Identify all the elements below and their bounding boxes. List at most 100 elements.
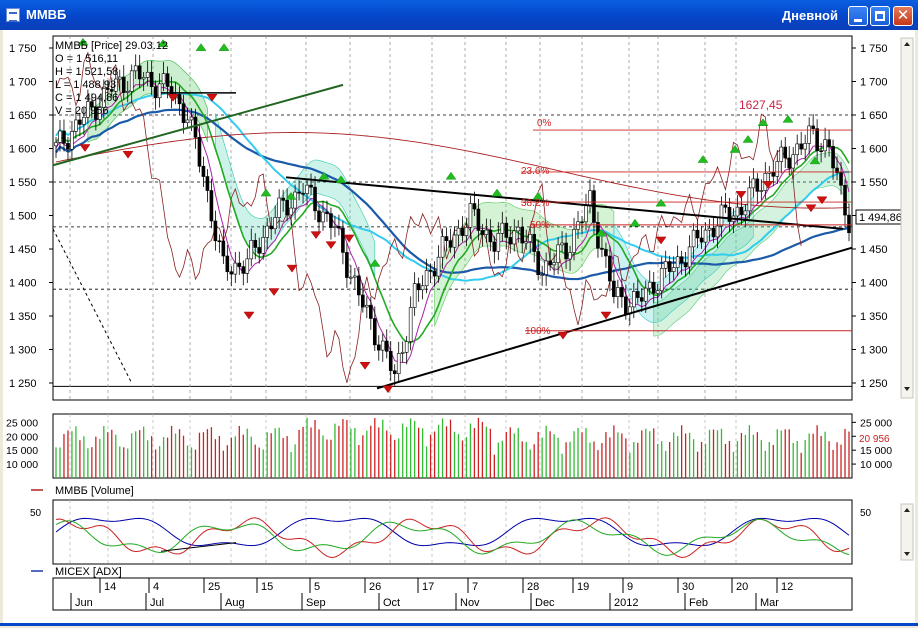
candle-down [384, 340, 389, 352]
minimize-button[interactable] [848, 6, 868, 26]
price-y-label-right: 1 400 [860, 278, 888, 290]
candle-down [345, 252, 349, 278]
candle-down [221, 240, 226, 257]
volume-last-label: 20 956 [859, 434, 890, 445]
buy-signal-arrow [729, 145, 741, 153]
sell-signal-arrow [762, 181, 774, 189]
candle-down [213, 220, 218, 242]
adx-scroll-up-icon[interactable] [904, 508, 910, 512]
scroll-down-icon[interactable] [904, 387, 910, 391]
candle-down [388, 350, 393, 372]
candle-down [237, 262, 242, 267]
candle-down [106, 88, 110, 90]
candle-up [396, 353, 401, 374]
chikou-line [55, 51, 802, 383]
price-info-line-6: V = 20 956 [55, 105, 109, 117]
candle-down [472, 203, 477, 210]
price-info-line-2: O = 1 516,11 [55, 53, 118, 65]
candle-down [604, 249, 608, 257]
candle-down [297, 191, 301, 194]
sell-signal-arrow [310, 231, 322, 240]
candle-down [612, 280, 616, 297]
maximize-icon [875, 11, 885, 21]
candle-up [691, 229, 696, 248]
dashed-trend-line [52, 228, 132, 382]
candle-up [659, 267, 664, 292]
candle-down [285, 200, 289, 216]
candle-up [540, 274, 544, 276]
candle-up [775, 161, 780, 177]
volume-y-label-right: 10 000 [860, 459, 892, 471]
adx-scrollbar[interactable] [900, 503, 914, 561]
candle-down [121, 76, 126, 93]
candle-down [109, 89, 114, 92]
volume-legend: ММВБ [Volume] [55, 485, 134, 497]
timeframe-label[interactable]: Дневной [781, 8, 838, 23]
candle-up [436, 256, 441, 277]
candle-down [635, 291, 640, 298]
candle-up [233, 262, 238, 275]
candle-up [408, 307, 413, 342]
candle-down [432, 270, 437, 277]
candle-down [683, 262, 688, 268]
candle-up [113, 78, 118, 92]
price-y-label-left: 1 700 [9, 77, 37, 89]
adx-legend: MICEX [ADX] [55, 566, 122, 578]
candle-up [552, 262, 556, 266]
candle-up [524, 241, 529, 244]
sell-signal-arrow [655, 236, 667, 245]
day-label: 17 [422, 581, 434, 593]
candle-down [341, 227, 345, 253]
signal-arrows [77, 37, 828, 394]
candle-down [337, 226, 341, 229]
sell-signal-arrow [325, 241, 337, 250]
volume-bars [55, 417, 850, 478]
candle-down [137, 65, 142, 80]
candle-down [608, 255, 612, 282]
candle-up [129, 70, 134, 92]
price-y-label-left: 1 400 [9, 278, 37, 290]
sell-signal-arrow [167, 94, 179, 102]
candle-up [333, 226, 337, 228]
sell-signal-arrow [557, 331, 569, 340]
candle-up [687, 246, 692, 268]
candle-down [448, 240, 453, 248]
candle-up [245, 258, 250, 274]
candle-down [624, 296, 628, 315]
scroll-up-icon[interactable] [904, 42, 910, 46]
candle-up [133, 65, 138, 72]
chart-app-icon[interactable] [6, 8, 20, 22]
price-y-label-right: 1 550 [860, 177, 888, 189]
candle-down [149, 71, 154, 87]
price-info-line-1: ММВБ [Price] 29.03.12 [55, 40, 168, 52]
fib-level-23: 23.6% [521, 166, 549, 177]
day-label: 5 [314, 581, 320, 593]
day-label: 14 [104, 581, 116, 593]
candle-down [620, 287, 624, 298]
candle-down [229, 271, 234, 275]
candle-down [600, 248, 604, 250]
adx-panel-frame [52, 499, 853, 565]
buy-signal-arrow [629, 218, 641, 227]
close-button[interactable]: ✕ [893, 6, 913, 26]
candle-down [819, 150, 823, 152]
month-label: Feb [689, 597, 708, 609]
sell-signal-arrow [805, 204, 817, 213]
cloud-segment-green [87, 59, 208, 143]
chart-canvas[interactable]: 1 750 1 750 1 700 1 700 1 650 1 650 1 600 1 600… [3, 30, 915, 623]
candle-down [253, 240, 258, 248]
adx-scroll-down-icon[interactable] [904, 552, 910, 556]
day-label: 26 [369, 581, 381, 593]
sell-signal-arrow [382, 385, 394, 394]
candle-up [321, 211, 325, 223]
maximize-button[interactable] [870, 6, 890, 26]
candle-down [476, 208, 481, 231]
day-label: 19 [577, 581, 589, 593]
candle-up [161, 73, 166, 85]
buy-signal-arrow [782, 114, 794, 123]
day-label: 25 [208, 581, 220, 593]
candle-down [94, 106, 98, 120]
candle-up [643, 287, 648, 302]
price-scrollbar[interactable] [900, 37, 914, 399]
candle-down [811, 125, 815, 129]
